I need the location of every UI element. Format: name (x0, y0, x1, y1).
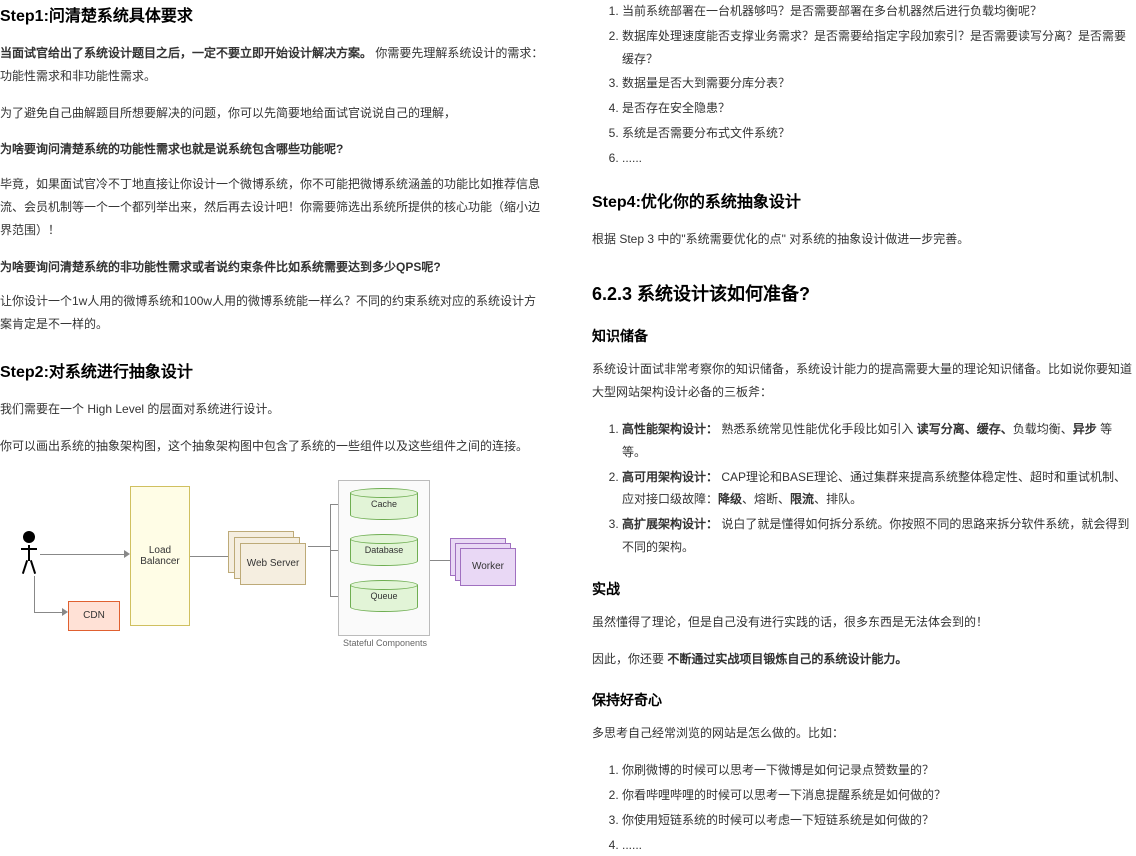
kb-heading: 知识储备 (592, 326, 1136, 346)
step1-p4: 让你设计一个1w人用的微博系统和100w人用的微博系统能一样么？不同的约束系统对… (0, 290, 544, 336)
curious-item-1: 你刷微博的时候可以思考一下微博是如何记录点赞数量的？ (622, 759, 1136, 782)
kb-p: 系统设计面试非常考察你的知识储备，系统设计能力的提高需要大量的理论知识储备。比如… (592, 358, 1136, 404)
edge-user-cdn-v (34, 576, 35, 612)
step3-item-4: 是否存在安全隐患？ (622, 97, 1136, 120)
left-column: Step1:问清楚系统具体要求 当面试官给出了系统设计题目之后，一定不要立即开始… (0, 0, 568, 751)
step2-title: Step2:对系统进行抽象设计 (0, 358, 544, 382)
step1-q2: 为啥要询问清楚系统的非功能性需求或者说约束条件比如系统需要达到多少QPS呢? (0, 256, 544, 279)
kb-item-3: 高扩展架构设计： 说白了就是懂得如何拆分系统。你按照不同的思路来拆分软件系统，就… (622, 513, 1136, 559)
step3-item-3: 数据量是否大到需要分库分表？ (622, 72, 1136, 95)
kb-item-2: 高可用架构设计： CAP理论和BASE理论、通过集群来提高系统整体稳定性、超时和… (622, 466, 1136, 512)
curious-item-4: ...... (622, 834, 1136, 856)
sz-p2: 因此，你还要 不断通过实战项目锻炼自己的系统设计能力。 (592, 648, 1136, 671)
step3-item-5: 系统是否需要分布式文件系统？ (622, 122, 1136, 145)
curious-p: 多思考自己经常浏览的网站是怎么做的。比如： (592, 722, 1136, 745)
edge-web-out (308, 546, 330, 547)
cdn-node: CDN (68, 601, 120, 631)
queue-node: Queue (350, 580, 418, 612)
right-column: 当前系统部署在一台机器够吗？是否需要部署在多台机器然后进行负载均衡呢？ 数据库处… (568, 0, 1136, 751)
step3-list: 当前系统部署在一台机器够吗？是否需要部署在多台机器然后进行负载均衡呢？ 数据库处… (592, 0, 1136, 170)
step1-p2: 为了避免自己曲解题目所想要解决的问题，你可以先简要地给面试官说说自己的理解， (0, 102, 544, 125)
step1-q1: 为啥要询问清楚系统的功能性需求也就是说系统包含哪些功能呢? (0, 138, 544, 161)
edge-user-lb (40, 554, 128, 555)
step2-p2: 你可以画出系统的抽象架构图，这个抽象架构图中包含了系统的一些组件以及这些组件之间… (0, 435, 544, 458)
step1-p3: 毕竟，如果面试官冷不丁地直接让你设计一个微博系统，你不可能把微博系统涵盖的功能比… (0, 173, 544, 241)
sz-p1: 虽然懂得了理论，但是自己没有进行实践的话，很多东西是无法体会到的！ (592, 611, 1136, 634)
curious-heading: 保持好奇心 (592, 690, 1136, 710)
curious-list: 你刷微博的时候可以思考一下微博是如何记录点赞数量的？ 你看哔哩哔哩的时候可以思考… (592, 759, 1136, 856)
cache-node: Cache (350, 488, 418, 520)
architecture-diagram: CDN Load Balancer Web Server Stateful Co… (0, 476, 520, 656)
step3-item-1: 当前系统部署在一台机器够吗？是否需要部署在多台机器然后进行负载均衡呢？ (622, 0, 1136, 23)
load-balancer-node: Load Balancer (130, 486, 190, 626)
step1-title: Step1:问清楚系统具体要求 (0, 2, 544, 26)
kb-item-1: 高性能架构设计： 熟悉系统常见性能优化手段比如引入 读写分离、缓存、负载均衡、异… (622, 418, 1136, 464)
curious-item-3: 你使用短链系统的时候可以考虑一下短链系统是如何做的？ (622, 809, 1136, 832)
curious-item-2: 你看哔哩哔哩的时候可以思考一下消息提醒系统是如何做的？ (622, 784, 1136, 807)
database-node: Database (350, 534, 418, 566)
sz-heading: 实战 (592, 579, 1136, 599)
step4-title: Step4:优化你的系统抽象设计 (592, 188, 1136, 212)
step1-p1-bold: 当面试官给出了系统设计题目之后，一定不要立即开始设计解决方案。 (0, 46, 372, 60)
user-icon (18, 531, 40, 573)
kb-list: 高性能架构设计： 熟悉系统常见性能优化手段比如引入 读写分离、缓存、负载均衡、异… (592, 418, 1136, 559)
step1-p1: 当面试官给出了系统设计题目之后，一定不要立即开始设计解决方案。 你需要先理解系统… (0, 42, 544, 88)
section-623-title: 6.2.3 系统设计该如何准备? (592, 280, 1136, 306)
step2-p1: 我们需要在一个 High Level 的层面对系统进行设计。 (0, 398, 544, 421)
step3-item-2: 数据库处理速度能否支撑业务需求？是否需要给指定字段加索引？是否需要读写分离？是否… (622, 25, 1136, 71)
step4-p: 根据 Step 3 中的"系统需要优化的点" 对系统的抽象设计做进一步完善。 (592, 228, 1136, 251)
step3-item-6: ...... (622, 147, 1136, 170)
web-server-label: Web Server (240, 543, 306, 585)
worker-label: Worker (460, 548, 516, 586)
stateful-label: Stateful Components (340, 638, 430, 648)
